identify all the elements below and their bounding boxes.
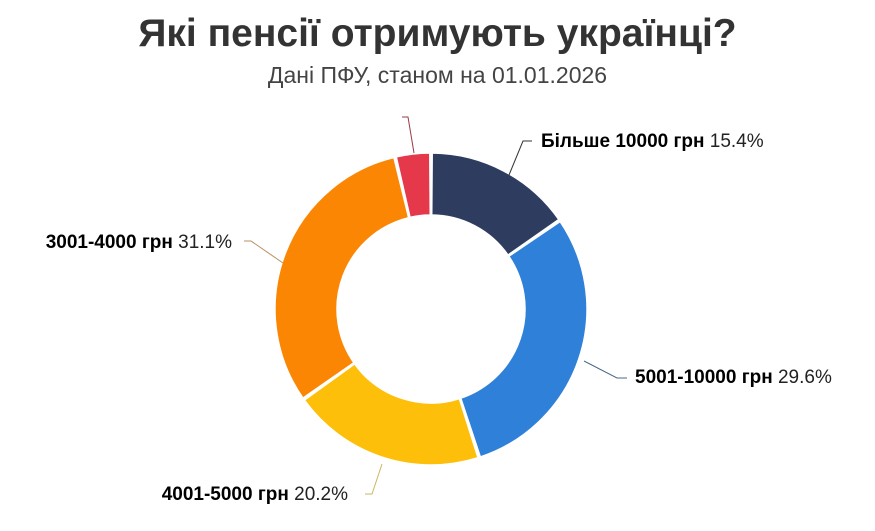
donut-slices: [274, 152, 588, 466]
connector-line: [583, 360, 627, 379]
donut-slice[interactable]: [430, 152, 560, 256]
donut-slice[interactable]: [274, 156, 410, 399]
slice-category: 4001-5000 грн: [162, 484, 294, 505]
connector-line: [508, 140, 532, 176]
label-connectors: [244, 116, 627, 495]
connector-line: [402, 116, 415, 154]
slice-percent: 20.2%: [294, 484, 348, 505]
slice-percent: 29.6%: [778, 367, 832, 388]
connector-line: [365, 463, 383, 495]
slice-label: 3001-4000 грн 31.1%: [46, 232, 232, 253]
chart-subtitle: Дані ПФУ, станом на 01.01.2026: [267, 62, 608, 88]
slice-label: Більше 10000 грн 15.4%: [541, 131, 764, 152]
slice-category: 5001-10000 грн: [635, 367, 778, 388]
slice-percent: 15.4%: [710, 131, 764, 152]
donut-slice[interactable]: [459, 220, 588, 458]
chart-title: Які пенсії отримують українці?: [138, 12, 737, 55]
slice-label: 5001-10000 грн 29.6%: [635, 367, 832, 388]
data-labels: Більше 10000 грн 15.4% 5001-10000 грн 29.…: [46, 131, 832, 505]
donut-slice[interactable]: [395, 152, 432, 219]
slice-percent: 31.1%: [178, 232, 232, 253]
slice-label: 4001-5000 грн 20.2%: [162, 484, 348, 505]
donut-slice[interactable]: [303, 363, 479, 466]
slice-category: Більше 10000 грн: [541, 131, 710, 152]
slice-category: 3001-4000 грн: [46, 232, 178, 253]
connector-line: [244, 240, 284, 264]
